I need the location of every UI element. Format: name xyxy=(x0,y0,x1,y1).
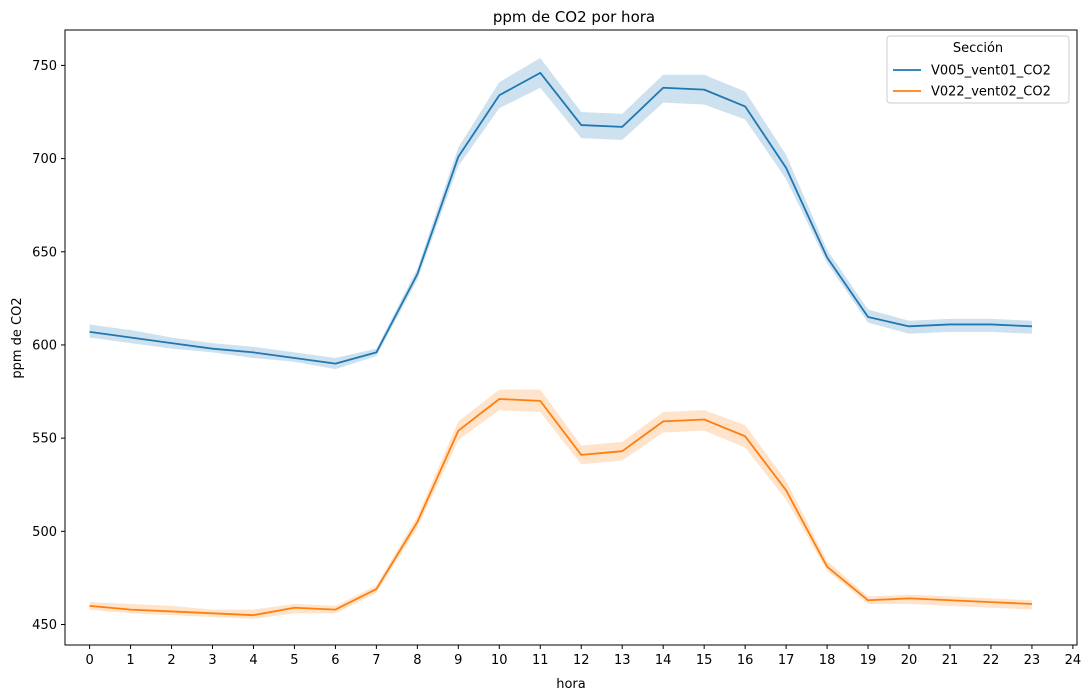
confidence-band-V022_vent02_CO2 xyxy=(89,389,1032,619)
y-axis-label: ppm de CO2 xyxy=(10,297,25,378)
x-tick-label: 24 xyxy=(1065,653,1082,668)
legend-box xyxy=(886,35,1070,104)
x-tick-label: 8 xyxy=(413,653,421,668)
x-tick-label: 14 xyxy=(655,653,672,668)
x-tick-label: 11 xyxy=(532,653,549,668)
x-tick-label: 23 xyxy=(1024,653,1041,668)
x-tick-label: 16 xyxy=(737,653,754,668)
legend: Sección V005_vent01_CO2 V022_vent02_CO2 xyxy=(886,35,1070,104)
x-tick-label: 0 xyxy=(85,653,93,668)
legend-title: Sección xyxy=(953,41,1003,56)
x-tick-label: 18 xyxy=(819,653,836,668)
x-tick-label: 5 xyxy=(290,653,298,668)
y-tick-label: 700 xyxy=(32,152,57,167)
x-tick-label: 20 xyxy=(901,653,918,668)
x-axis-label: hora xyxy=(556,677,586,692)
confidence-bands xyxy=(89,57,1032,619)
x-tick-label: 2 xyxy=(167,653,175,668)
x-tick-label: 12 xyxy=(573,653,590,668)
legend-entry-V022_vent02_CO2: V022_vent02_CO2 xyxy=(931,85,1051,100)
x-tick-label: 19 xyxy=(860,653,877,668)
series-lines xyxy=(89,71,1032,617)
legend-entries: V005_vent01_CO2 V022_vent02_CO2 xyxy=(893,64,1051,100)
series-line-V022_vent02_CO2 xyxy=(89,398,1032,617)
legend-entry-V005_vent01_CO2: V005_vent01_CO2 xyxy=(931,64,1051,79)
x-tick-label: 15 xyxy=(696,653,713,668)
y-tick-label: 750 xyxy=(32,59,57,74)
x-tick-label: 17 xyxy=(778,653,795,668)
x-tick-label: 1 xyxy=(126,653,134,668)
y-tick-label: 500 xyxy=(32,525,57,540)
x-tick-label: 9 xyxy=(454,653,462,668)
plot-area-frame xyxy=(64,29,1078,646)
y-tick-label: 600 xyxy=(32,338,57,353)
x-tick-label: 4 xyxy=(249,653,257,668)
y-tick-label: 650 xyxy=(32,245,57,260)
x-tick-label: 13 xyxy=(614,653,631,668)
x-axis: 0 1 2 3 4 5 6 7 8 9 10 11 12 13 14 15 16 17 18 19 20 21 22 23 24 xyxy=(85,645,1081,668)
x-tick-label: 21 xyxy=(942,653,959,668)
y-tick-label: 450 xyxy=(32,618,57,633)
x-tick-label: 7 xyxy=(372,653,380,668)
y-axis: 450 500 550 600 650 700 750 xyxy=(32,59,65,633)
x-tick-label: 6 xyxy=(331,653,339,668)
x-tick-label: 10 xyxy=(491,653,508,668)
y-tick-label: 550 xyxy=(32,432,57,447)
chart-title: ppm de CO2 por hora xyxy=(493,8,655,26)
x-tick-label: 3 xyxy=(208,653,216,668)
x-tick-label: 22 xyxy=(983,653,1000,668)
series-line-V005_vent01_CO2 xyxy=(89,71,1032,365)
